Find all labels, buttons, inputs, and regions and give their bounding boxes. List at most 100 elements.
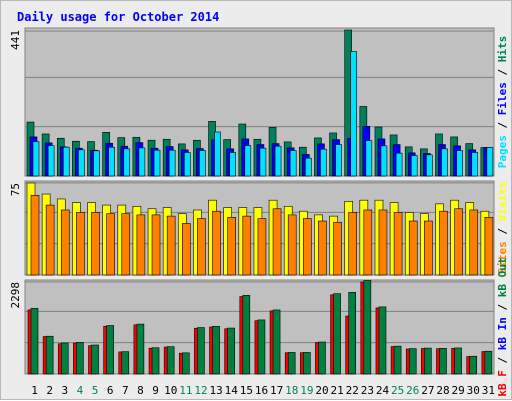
bar-sites-day-12 [197, 218, 206, 276]
bar-pages-day-8 [138, 147, 146, 177]
bar-sites-day-26 [408, 220, 418, 276]
bar-pages-day-16 [259, 147, 267, 177]
x-tick-label: 17 [270, 384, 283, 397]
bar-pages-day-28 [441, 148, 448, 177]
bar-pages-day-1 [32, 141, 40, 177]
bar-sites-day-10 [166, 215, 176, 276]
bar-pages-day-31 [486, 147, 494, 177]
bar-pages-day-5 [93, 150, 100, 177]
bar-sites-day-4 [76, 212, 85, 276]
bar-sites-day-14 [227, 217, 236, 276]
bar-kb-out-day-30 [469, 355, 478, 375]
bar-kb-out-day-9 [151, 347, 160, 375]
bar-kb-out-day-27 [424, 347, 432, 375]
bar-pages-day-9 [153, 149, 161, 177]
x-tick-label: 27 [421, 384, 434, 397]
bar-kb-out-day-21 [333, 293, 341, 375]
legend-entry: Visits [496, 182, 509, 222]
legend-entry: / [496, 62, 509, 82]
x-tick-label: 22 [346, 384, 359, 397]
bar-sites-day-9 [151, 214, 161, 276]
bar-sites-day-17 [272, 208, 282, 276]
bar-pages-day-12 [199, 150, 206, 177]
legend-kb: kB F / kB In / kB Out [496, 257, 509, 396]
bar-kb-out-day-5 [91, 344, 99, 375]
bar-pages-day-10 [168, 149, 176, 177]
x-tick-label: 9 [152, 384, 159, 397]
legend-entry: / [496, 350, 509, 370]
bar-kb-out-day-1 [30, 308, 39, 375]
bar-sites-day-15 [242, 215, 252, 276]
bar-sites-day-19 [303, 218, 312, 276]
bar-sites-day-29 [454, 208, 463, 276]
bar-sites-day-31 [484, 217, 494, 276]
bar-kb-out-day-16 [257, 319, 266, 375]
chart-title: Daily usage for October 2014 [17, 10, 219, 24]
bar-kb-out-day-15 [242, 295, 251, 375]
x-tick-label: 16 [255, 384, 268, 397]
x-tick-label: 3 [62, 384, 69, 397]
bar-kb-out-day-29 [454, 347, 462, 375]
bar-kb-out-day-18 [287, 352, 296, 375]
bar-sites-day-1 [30, 194, 40, 276]
x-tick-label: 8 [137, 384, 144, 397]
bar-kb-out-day-2 [45, 335, 54, 375]
bar-pages-day-25 [395, 152, 403, 177]
bar-sites-day-13 [212, 210, 221, 276]
bar-pages-day-17 [274, 145, 282, 177]
bar-pages-day-3 [62, 146, 70, 177]
bar-kb-out-day-11 [181, 352, 190, 375]
legend-entry: kB Out [496, 257, 509, 297]
x-tick-label: 5 [92, 384, 99, 397]
x-tick-label: 1 [31, 384, 38, 397]
legend-entry: Hits [496, 36, 509, 63]
legend-entry: Files [496, 82, 509, 115]
bar-kb-out-day-20 [318, 341, 326, 375]
bar-sites-day-6 [106, 213, 115, 276]
bar-kb-out-day-7 [121, 351, 130, 375]
x-tick-label: 30 [467, 384, 480, 397]
x-tick-label: 26 [406, 384, 419, 397]
legend-entry: / [496, 297, 509, 317]
bar-pages-day-30 [471, 152, 479, 177]
bar-kb-out-day-26 [408, 348, 417, 375]
x-tick-label: 23 [361, 384, 374, 397]
bar-kb-out-day-24 [378, 306, 387, 375]
x-tick-label: 24 [376, 384, 390, 397]
bar-pages-day-18 [289, 150, 297, 177]
bar-pages-day-6 [108, 146, 115, 177]
bar-pages-day-20 [320, 148, 327, 177]
bar-kb-out-day-6 [106, 325, 114, 375]
x-tick-label: 28 [436, 384, 449, 397]
bar-sites-day-25 [393, 212, 403, 276]
x-tick-label: 29 [452, 384, 465, 397]
legend-entry: / [496, 115, 509, 135]
x-tick-label: 11 [179, 384, 192, 397]
bar-sites-day-30 [469, 209, 479, 276]
bar-pages-day-11 [183, 152, 191, 177]
bar-kb-out-day-12 [197, 327, 205, 375]
bar-sites-day-27 [424, 220, 433, 276]
bar-kb-out-day-17 [272, 309, 281, 375]
bar-pages-day-24 [380, 145, 388, 177]
bar-sites-day-2 [45, 204, 55, 276]
bar-sites-day-21 [333, 221, 342, 276]
bar-pages-day-19 [305, 157, 312, 177]
x-tick-label: 12 [194, 384, 207, 397]
bar-pages-day-15 [244, 145, 252, 177]
bar-kb-out-day-13 [212, 325, 220, 375]
bar-pages-day-29 [456, 150, 463, 177]
x-tick-label: 19 [300, 384, 313, 397]
bar-sites-day-28 [439, 210, 448, 276]
x-tick-label: 31 [482, 384, 495, 397]
bar-kb-out-day-22 [348, 292, 357, 375]
x-tick-label: 6 [107, 384, 114, 397]
bar-kb-out-day-23 [363, 280, 372, 375]
legend-entry: kB In [496, 317, 509, 350]
x-tick-label: 21 [331, 384, 344, 397]
x-tick-label: 2 [46, 384, 53, 397]
bar-pages-day-23 [365, 140, 373, 177]
bar-sites-day-11 [181, 223, 191, 276]
